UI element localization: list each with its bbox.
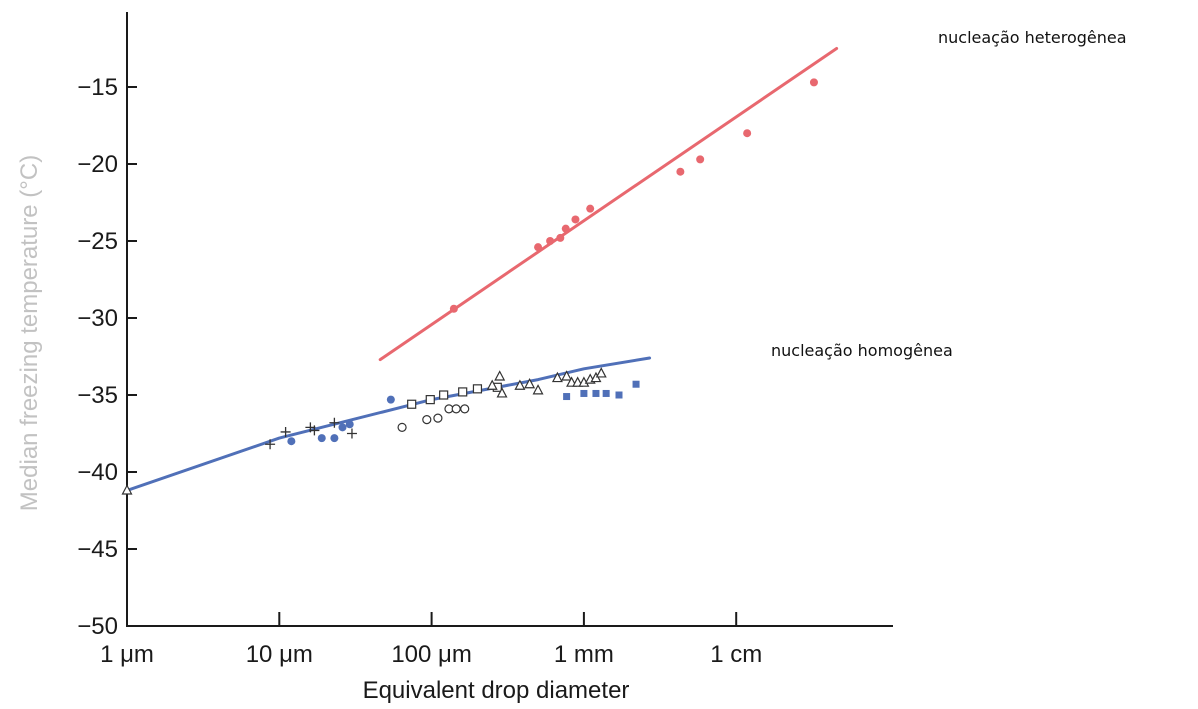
data-point-homogeneous-plus <box>346 428 357 439</box>
x-axis-title: Equivalent drop diameter <box>363 677 630 704</box>
x-tick-label: 10 μm <box>246 641 313 668</box>
x-tick-label: 1 μm <box>100 641 154 668</box>
data-point-homogeneous-filled-circle <box>338 423 347 432</box>
data-point-homogeneous-open-triangle <box>514 379 526 390</box>
data-point-heterogeneous-filled-circle <box>449 304 458 313</box>
data-point-heterogeneous-filled-circle <box>676 167 685 176</box>
y-tick-label: −35 <box>77 382 118 409</box>
y-tick-label: −50 <box>77 613 118 640</box>
y-tick-label: −45 <box>77 536 118 563</box>
data-point-homogeneous-plus <box>309 425 320 436</box>
data-point-heterogeneous-filled-circle <box>696 155 705 164</box>
data-point-homogeneous-filled-circle <box>386 395 395 404</box>
data-point-homogeneous-open-square <box>439 390 449 400</box>
data-point-homogeneous-open-circle <box>433 413 443 423</box>
data-point-homogeneous-filled-circle <box>345 420 354 429</box>
fit-line-homogeneous <box>125 356 652 492</box>
data-point-homogeneous-filled-circle <box>287 437 296 446</box>
fit-lines <box>125 47 839 492</box>
y-tick-label: −30 <box>77 305 118 332</box>
data-point-homogeneous-open-triangle <box>486 379 498 390</box>
data-point-homogeneous-open-square <box>425 395 435 405</box>
data-point-homogeneous-open-circle <box>397 422 407 432</box>
data-point-heterogeneous-filled-circle <box>534 243 543 252</box>
y-axis-title: Median freezing temperature (°C) <box>16 155 43 511</box>
data-point-heterogeneous-filled-circle <box>546 237 555 245</box>
data-point-homogeneous-open-triangle <box>121 484 133 495</box>
data-point-homogeneous-filled-square <box>632 380 640 388</box>
fit-line-heterogeneous <box>378 47 839 362</box>
y-tick-label: −20 <box>77 151 118 178</box>
data-point-heterogeneous-filled-circle <box>809 78 818 87</box>
data-point-homogeneous-filled-circle <box>330 434 339 443</box>
data-point-heterogeneous-filled-circle <box>556 233 565 242</box>
data-point-homogeneous-open-circle <box>451 404 461 414</box>
x-tick-label: 1 mm <box>554 641 614 668</box>
data-point-homogeneous-open-triangle <box>551 371 563 383</box>
data-point-heterogeneous-filled-circle <box>743 129 752 138</box>
y-tick-label: −40 <box>77 459 118 486</box>
data-point-homogeneous-plus <box>329 417 340 428</box>
data-point-homogeneous-filled-square <box>563 393 571 401</box>
x-ticks: 1 μm 10 μm 100 μm 1 mm 1 cm <box>100 612 762 668</box>
data-point-homogeneous-open-square <box>458 387 468 397</box>
data-points <box>121 78 818 495</box>
data-point-homogeneous-open-triangle <box>494 370 506 381</box>
data-point-homogeneous-open-triangle <box>496 387 508 398</box>
y-ticks: −15 −20 −25 −30 −35 −40 −45 −50 <box>77 74 137 640</box>
data-point-homogeneous-filled-square <box>580 389 588 397</box>
data-point-heterogeneous-filled-circle <box>561 224 570 233</box>
y-tick-label: −15 <box>77 74 118 101</box>
data-point-heterogeneous-filled-circle <box>586 204 595 213</box>
annotation-homogeneous: nucleação homogênea <box>771 341 953 360</box>
data-point-homogeneous-filled-square <box>592 389 600 397</box>
data-point-heterogeneous-filled-circle <box>571 215 580 224</box>
y-tick-label: −25 <box>77 228 118 255</box>
axes <box>126 12 893 627</box>
data-point-homogeneous-open-square <box>472 384 483 394</box>
x-tick-label: 100 μm <box>391 641 472 668</box>
data-point-homogeneous-open-triangle <box>595 367 607 378</box>
data-point-homogeneous-open-circle <box>460 404 470 414</box>
data-point-homogeneous-open-triangle <box>532 384 544 395</box>
x-tick-label: 1 cm <box>710 641 762 668</box>
annotation-heterogeneous: nucleação heterogênea <box>938 28 1127 47</box>
data-point-homogeneous-filled-square <box>615 391 623 399</box>
data-point-homogeneous-plus <box>265 439 276 450</box>
data-point-homogeneous-open-circle <box>422 415 432 425</box>
data-point-homogeneous-filled-circle <box>317 434 326 443</box>
data-point-homogeneous-open-triangle <box>561 370 573 381</box>
data-point-homogeneous-filled-square <box>602 389 610 397</box>
data-point-homogeneous-open-square <box>407 399 417 409</box>
data-point-homogeneous-plus <box>280 426 291 437</box>
data-point-homogeneous-open-triangle <box>524 377 536 389</box>
